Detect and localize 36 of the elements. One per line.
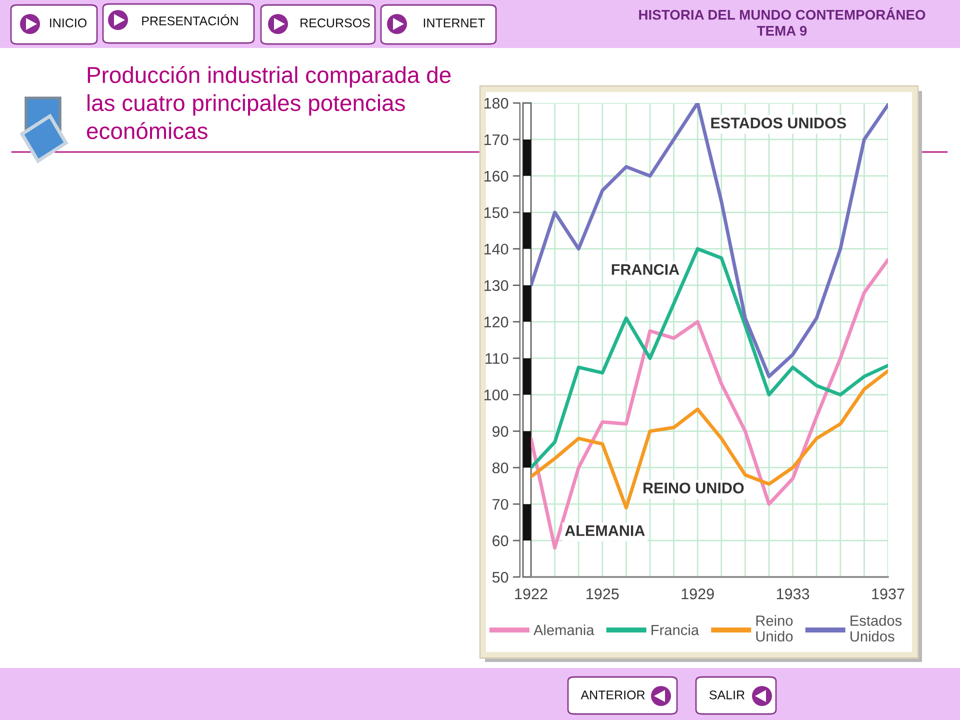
y-tick-label: 110 bbox=[486, 353, 508, 364]
text: INTERNET bbox=[424, 18, 485, 28]
text: ANTERIOR bbox=[580, 690, 645, 700]
y-tick-label: 120 bbox=[484, 316, 508, 328]
x-tick-label: 1925 bbox=[586, 588, 619, 600]
text: HISTORIA DEL MUNDO CONTEMPORÁNEO TEMA 9 bbox=[639, 7, 926, 36]
annotation: REINO UNIDO bbox=[644, 482, 744, 494]
y-tick-label: 70 bbox=[492, 498, 508, 510]
legend-label: Estados Unidos bbox=[850, 615, 902, 642]
y-tick-label: 60 bbox=[492, 535, 508, 546]
text: Producción industrial comparada de las cuatro principales potencias económicas bbox=[86, 66, 451, 140]
legend-label: Francia bbox=[652, 624, 700, 636]
y-tick-label: 90 bbox=[492, 426, 508, 437]
text: RECURSOS bbox=[300, 18, 370, 28]
legend-label: Alemania bbox=[533, 624, 594, 636]
y-tick-label: 150 bbox=[484, 207, 508, 218]
y-tick-label: 180 bbox=[484, 98, 508, 109]
x-tick-label: 1933 bbox=[776, 588, 810, 600]
text: SALIR bbox=[710, 690, 744, 700]
y-tick-label: 80 bbox=[492, 462, 508, 474]
y-tick-label: 140 bbox=[484, 244, 508, 255]
legend-label: Reino Unido bbox=[756, 615, 793, 642]
x-tick-label: 1929 bbox=[682, 588, 714, 600]
x-tick-label: 1922 bbox=[515, 588, 548, 600]
y-tick-label: 170 bbox=[484, 134, 508, 146]
text: PRESENTACIÓN bbox=[142, 14, 238, 26]
text: INICIO bbox=[50, 18, 86, 28]
y-tick-label: 160 bbox=[484, 170, 508, 182]
y-tick-label: 130 bbox=[484, 280, 508, 291]
annotation: ALEMANIA bbox=[564, 525, 645, 536]
line-series bbox=[531, 369, 888, 510]
x-tick-label: 1937 bbox=[872, 588, 904, 600]
annotation: FRANCIA bbox=[612, 264, 680, 275]
annotation: ESTADOS UNIDOS bbox=[711, 118, 846, 128]
y-tick-label: 50 bbox=[492, 572, 508, 583]
y-tick-label: 100 bbox=[484, 390, 508, 400]
